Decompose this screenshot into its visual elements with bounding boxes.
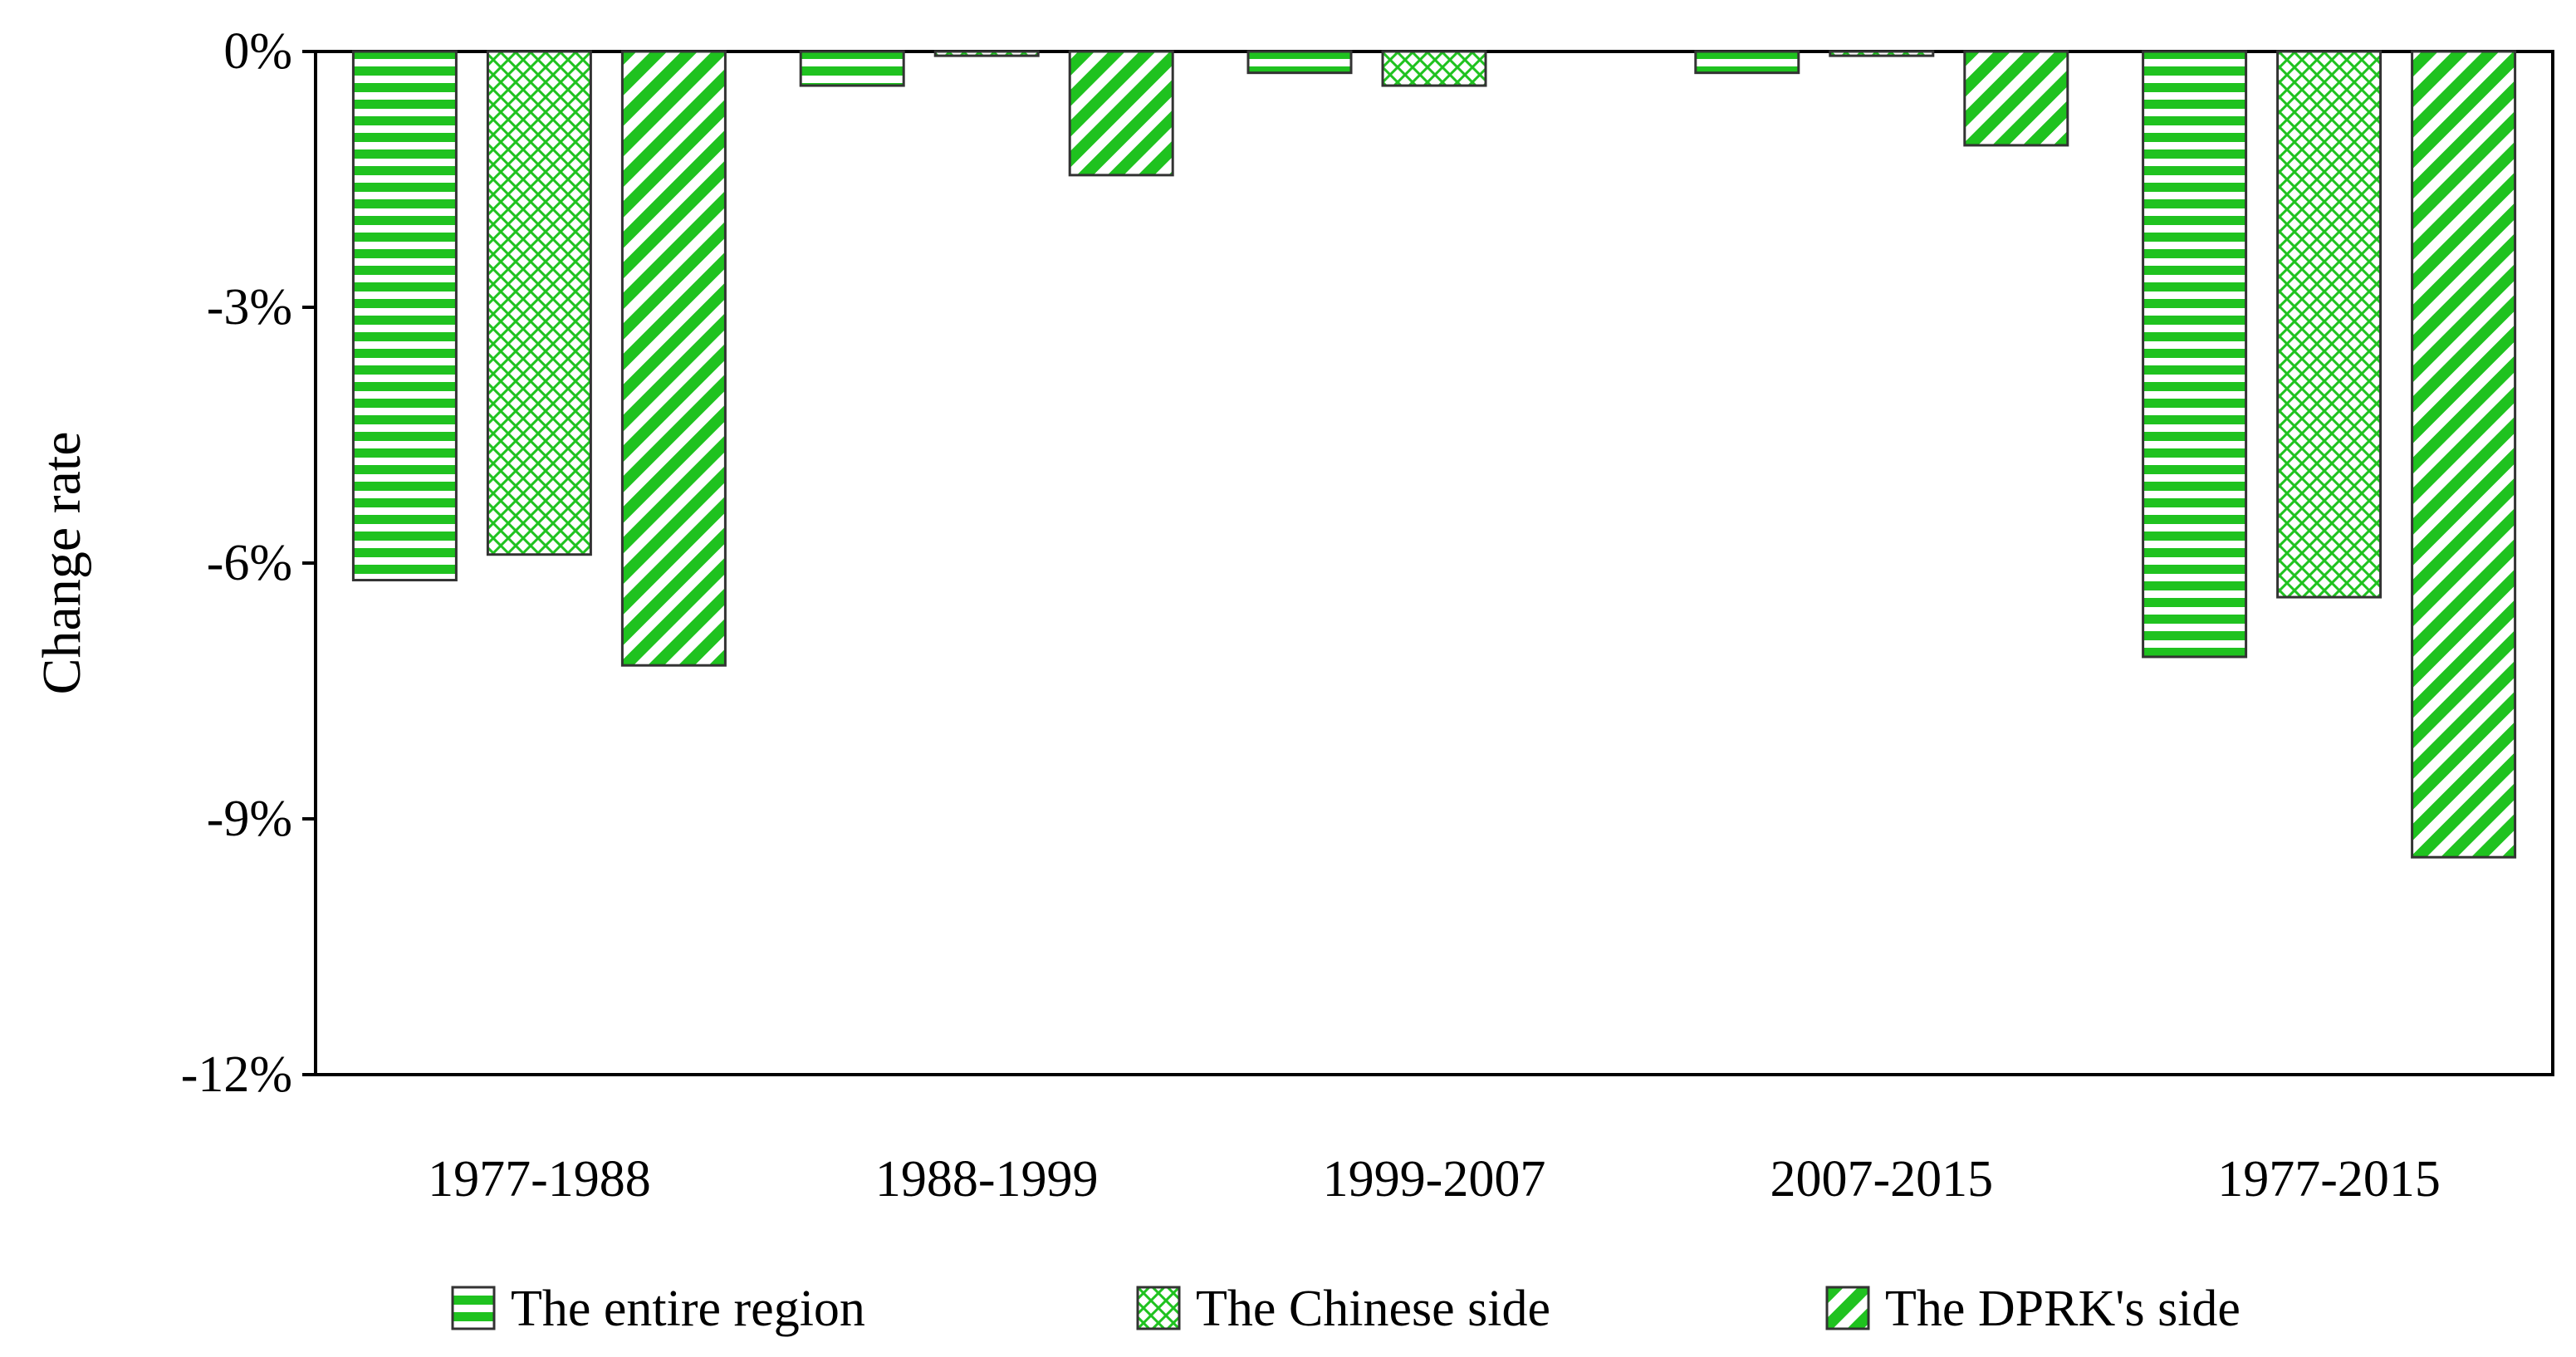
bar [1829,50,1935,57]
y-tick-label: -9% [207,791,292,847]
bar [2411,50,2517,859]
bar [351,50,458,582]
series-3 [620,50,2517,859]
bar [1381,50,1487,87]
legend-swatch [1825,1286,1870,1330]
bar [1068,50,1174,177]
bar [799,50,905,87]
x-category-label: 2007-2015 [1770,1151,1993,1208]
legend-swatch [451,1286,496,1330]
series-2 [486,50,2383,599]
x-axis: 1977-1988 1988-1999 1999-2007 2007-2015 1977… [428,1151,2441,1208]
bar [1963,50,2069,147]
y-tick-label: -3% [207,279,292,336]
y-axis-title: Change rate [32,431,92,694]
x-category-label: 1999-2007 [1323,1151,1546,1208]
legend-label: The entire region [511,1281,865,1337]
legend-item: The entire region [451,1281,865,1337]
legend-swatch [1136,1286,1181,1330]
bar [933,50,1040,57]
bar [1694,50,1800,75]
bar [1246,50,1353,75]
bar [2276,50,2383,599]
bar [486,50,592,556]
y-tick-label: 0% [223,23,292,80]
legend-label: The Chinese side [1196,1281,1550,1337]
x-category-label: 1977-2015 [2217,1151,2441,1208]
bar [2142,50,2248,659]
bar-series-group [351,50,2517,859]
legend-label: The DPRK's side [1885,1281,2241,1337]
x-category-label: 1988-1999 [875,1151,1099,1208]
legend: The entire region The Chinese side The DPR… [451,1281,2241,1337]
x-category-label: 1977-1988 [428,1151,651,1208]
y-tick-label: -6% [207,535,292,591]
bar [620,50,727,667]
legend-item: The Chinese side [1136,1281,1550,1337]
y-axis: 0% -3% -6% -9% -12% [181,23,316,1103]
legend-item: The DPRK's side [1825,1281,2241,1337]
series-1 [351,50,2248,659]
y-tick-label: -12% [181,1046,292,1103]
